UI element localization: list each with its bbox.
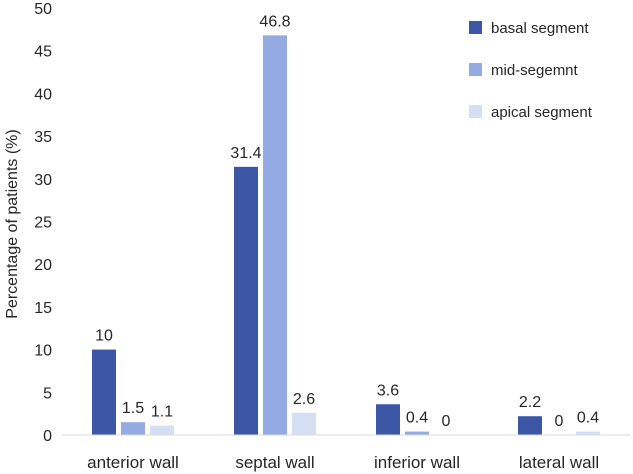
data-labels: 10 1.5 1.1 31.4 46.8 2.6 3.6 0.4 0 2.2 0 0.4 (95, 13, 599, 430)
x-tick-label: septal wall (235, 453, 314, 472)
bar-septal-wall-basal-segment (234, 166, 258, 435)
y-tick-label: 35 (34, 129, 52, 146)
y-tick-label: 5 (43, 385, 52, 402)
data-label: 0 (442, 413, 451, 430)
y-tick-label: 10 (34, 343, 52, 360)
data-label: 10 (95, 328, 113, 345)
data-label: 31.4 (230, 145, 261, 162)
y-tick-label: 20 (34, 257, 52, 274)
data-label: 0.4 (577, 410, 599, 427)
legend-swatch (469, 21, 482, 34)
data-label: 2.6 (293, 391, 315, 408)
bar-lateral-wall-basal-segment (518, 416, 542, 435)
y-tick-label: 50 (34, 1, 52, 18)
y-tick-label: 45 (34, 44, 52, 61)
legend-label: apical segment (491, 104, 593, 121)
data-label: 46.8 (259, 13, 290, 30)
bar-lateral-wall-apical-segment (576, 431, 600, 435)
bar-anterior-wall-apical-segment (150, 425, 174, 435)
y-tick-label: 25 (34, 215, 52, 232)
legend-label: basal segment (491, 20, 589, 37)
y-tick-label: 30 (34, 172, 52, 189)
bars (92, 35, 600, 435)
bar-anterior-wall-basal-segment (92, 349, 116, 435)
data-label: 0.4 (406, 410, 428, 427)
legend-label: mid-segemnt (491, 62, 579, 79)
bar-inferior-wall-basal-segment (376, 404, 400, 435)
data-label: 3.6 (377, 382, 399, 399)
data-label: 0 (555, 413, 564, 430)
y-tick-label: 40 (34, 86, 52, 103)
legend: basal segment mid-segemnt apical segment (469, 20, 593, 121)
x-axis-categories: anterior wall septal wall inferior wall lat… (87, 453, 599, 472)
y-axis-ticks: 0 5 10 15 20 25 30 35 40 45 50 (34, 1, 52, 445)
legend-swatch (469, 105, 482, 118)
data-label: 2.2 (519, 394, 541, 411)
data-label: 1.1 (151, 404, 173, 421)
y-axis-label: Percentage of patients (%) (4, 129, 21, 318)
x-tick-label: anterior wall (87, 453, 179, 472)
bar-septal-wall-mid-segemnt (263, 35, 287, 435)
bar-anterior-wall-mid-segemnt (121, 422, 145, 435)
y-tick-label: 15 (34, 300, 52, 317)
data-label: 1.5 (122, 400, 144, 417)
x-tick-label: lateral wall (519, 453, 599, 472)
y-tick-label: 0 (43, 428, 52, 445)
legend-swatch (469, 63, 482, 76)
bar-inferior-wall-mid-segemnt (405, 431, 429, 435)
bar-septal-wall-apical-segment (292, 412, 316, 435)
x-tick-label: inferior wall (374, 453, 460, 472)
